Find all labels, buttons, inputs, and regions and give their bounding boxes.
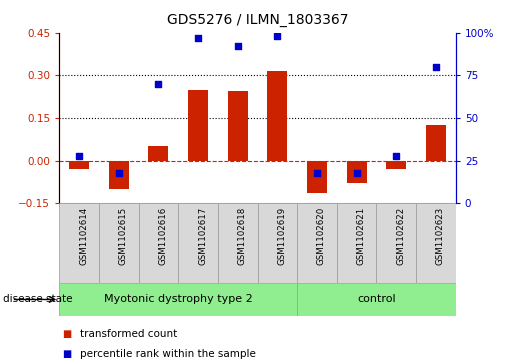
Text: GSM1102614: GSM1102614 — [79, 207, 88, 265]
Bar — [218, 203, 258, 283]
Bar — [416, 203, 456, 283]
Text: GSM1102618: GSM1102618 — [238, 207, 247, 265]
Text: percentile rank within the sample: percentile rank within the sample — [80, 349, 256, 359]
Point — [154, 81, 162, 87]
Bar — [188, 90, 208, 160]
Text: Myotonic dystrophy type 2: Myotonic dystrophy type 2 — [104, 294, 252, 305]
Text: GSM1102621: GSM1102621 — [356, 207, 366, 265]
Bar — [109, 160, 129, 189]
Point — [114, 170, 123, 175]
Text: GSM1102617: GSM1102617 — [198, 207, 207, 265]
Bar — [258, 203, 297, 283]
Point — [313, 170, 321, 175]
Text: GSM1102616: GSM1102616 — [159, 207, 167, 265]
Text: control: control — [357, 294, 396, 305]
Text: GSM1102619: GSM1102619 — [277, 207, 286, 265]
Point — [432, 64, 440, 70]
Bar — [69, 160, 89, 169]
Point — [352, 170, 360, 175]
Bar — [386, 160, 406, 169]
Bar — [376, 203, 416, 283]
Bar — [99, 203, 139, 283]
Text: transformed count: transformed count — [80, 329, 177, 339]
Bar — [228, 91, 248, 160]
Text: GSM1102623: GSM1102623 — [436, 207, 445, 265]
Bar — [426, 125, 446, 160]
Text: GSM1102622: GSM1102622 — [397, 207, 405, 265]
Point — [194, 35, 202, 41]
Text: GDS5276 / ILMN_1803367: GDS5276 / ILMN_1803367 — [167, 13, 348, 27]
Bar — [297, 203, 337, 283]
Text: ■: ■ — [62, 349, 71, 359]
Point — [233, 44, 242, 49]
Bar — [297, 283, 456, 316]
Text: disease state: disease state — [3, 294, 72, 305]
Bar — [139, 203, 178, 283]
Bar — [307, 160, 327, 193]
Point — [392, 152, 401, 158]
Text: GSM1102615: GSM1102615 — [118, 207, 128, 265]
Bar — [178, 203, 218, 283]
Text: ■: ■ — [62, 329, 71, 339]
Point — [75, 152, 83, 158]
Bar — [267, 71, 287, 160]
Bar — [59, 203, 99, 283]
Bar — [148, 146, 168, 160]
Point — [273, 33, 281, 39]
Bar — [347, 160, 367, 183]
Text: GSM1102620: GSM1102620 — [317, 207, 326, 265]
Bar — [337, 203, 376, 283]
Bar — [59, 283, 297, 316]
